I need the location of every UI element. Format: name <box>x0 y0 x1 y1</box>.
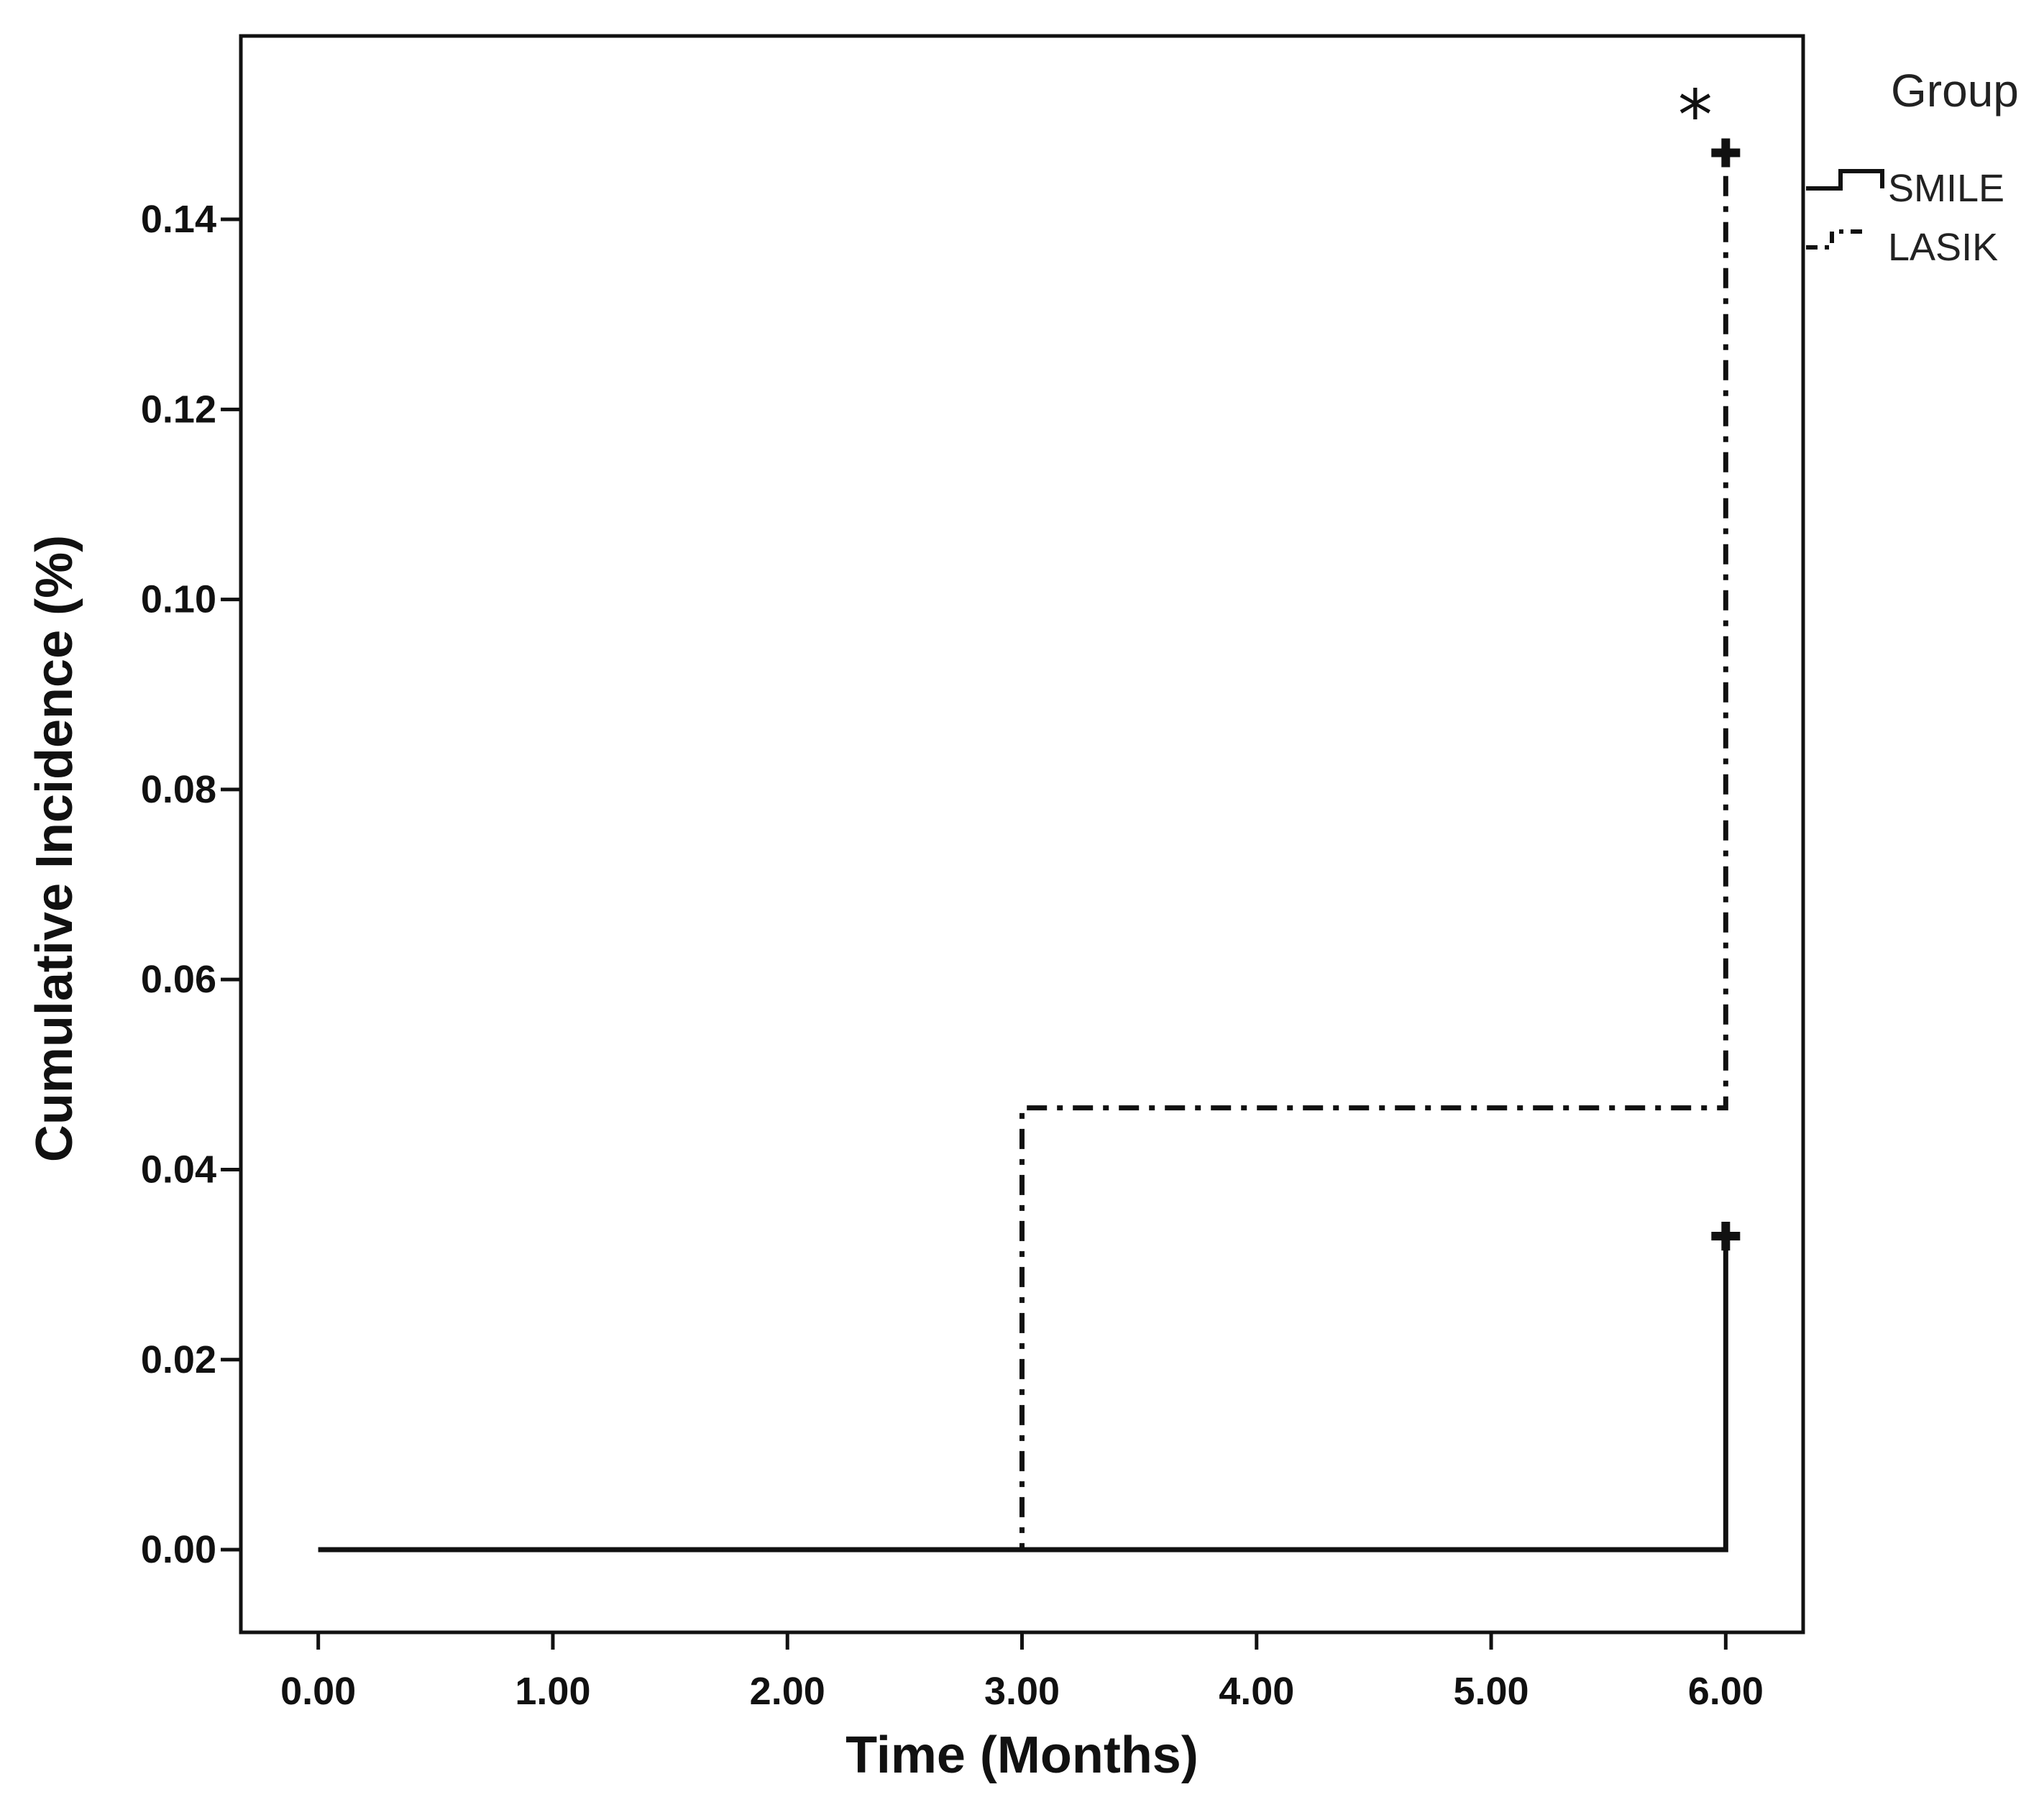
legend-title: Group <box>1891 65 2019 116</box>
series-line-lasik <box>318 152 1728 1553</box>
legend-label-lasik: LASIK <box>1888 226 1998 269</box>
significance-annotation: * <box>1678 75 1713 155</box>
censor-mark-lasik <box>1711 138 1741 168</box>
legend-item-lasik: LASIK <box>1806 226 1998 269</box>
x-axis: 0.00 1.00 2.00 3.00 4.00 5.00 6.00 <box>280 1632 1764 1713</box>
legend-label-smile: SMILE <box>1888 167 2004 210</box>
y-axis-title: Cumulative Incidence (%) <box>26 535 83 1162</box>
legend-item-smile: SMILE <box>1806 167 2004 210</box>
y-tick-label: 0.10 <box>141 578 216 621</box>
x-tick-label: 3.00 <box>984 1670 1060 1713</box>
y-tick-label: 0.14 <box>141 198 216 241</box>
legend-swatch-smile <box>1806 169 1884 191</box>
x-tick-label: 4.00 <box>1219 1670 1294 1713</box>
y-tick-label: 0.12 <box>141 388 216 431</box>
x-tick-label: 0.00 <box>280 1670 356 1713</box>
y-tick-label: 0.08 <box>141 768 216 811</box>
y-tick-label: 0.00 <box>141 1528 216 1571</box>
y-tick-label: 0.04 <box>141 1148 216 1191</box>
x-tick-label: 2.00 <box>750 1670 825 1713</box>
y-tick-label: 0.02 <box>141 1338 216 1381</box>
censor-mark-smile <box>1711 1221 1741 1251</box>
series-layer <box>318 138 1741 1553</box>
legend: Group SMILE LASIK <box>1806 65 2019 269</box>
y-tick-label: 0.06 <box>141 958 216 1001</box>
x-axis-title: Time (Months) <box>845 1727 1199 1784</box>
y-axis: 0.00 0.02 0.04 0.06 0.08 0.10 0.12 0.14 <box>141 198 241 1571</box>
x-tick-label: 1.00 <box>515 1670 590 1713</box>
legend-swatch-lasik <box>1806 229 1869 250</box>
x-tick-label: 5.00 <box>1453 1670 1529 1713</box>
x-tick-label: 6.00 <box>1688 1670 1764 1713</box>
